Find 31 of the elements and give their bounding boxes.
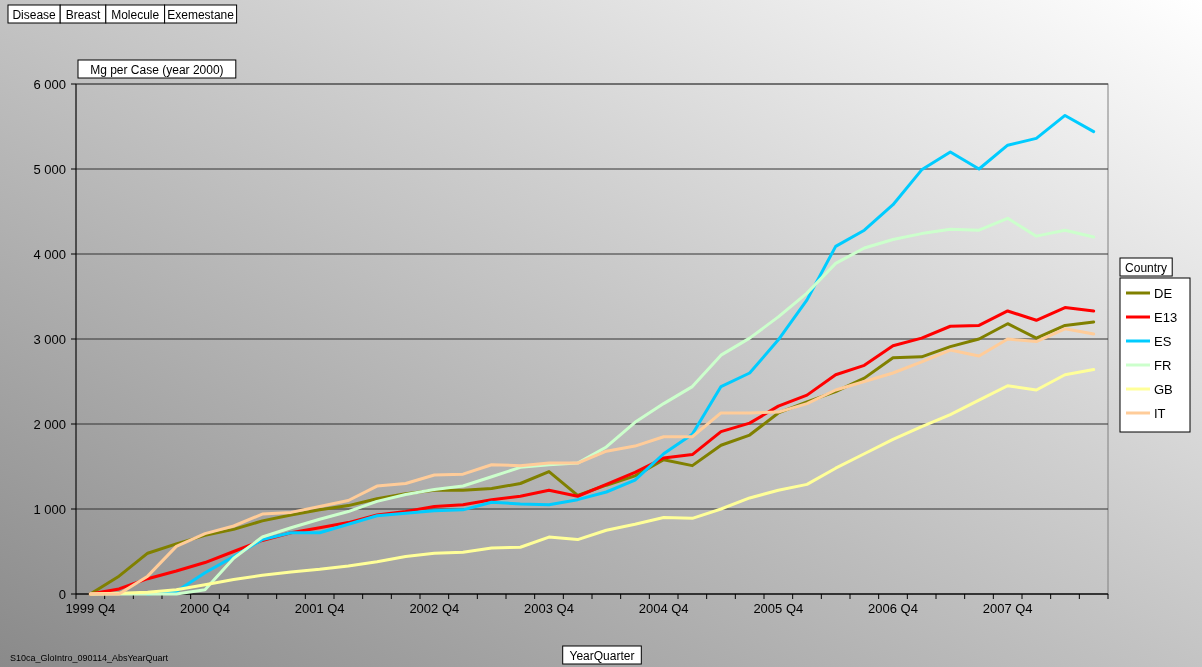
legend-label: DE	[1154, 286, 1173, 301]
x-tick-label: 1999 Q4	[65, 601, 116, 616]
text: Exemestane	[167, 7, 235, 22]
legend-label: GB	[1154, 382, 1173, 397]
x-tick-label: 2004 Q4	[638, 601, 689, 616]
y-tick-label: 2 000	[33, 416, 66, 432]
legend-label: IT	[1154, 406, 1166, 421]
x-tick-label: 2006 Q4	[868, 601, 918, 616]
legend-title: Country	[1125, 260, 1168, 275]
y-tick-label: 0	[58, 586, 66, 602]
x-tick-label: 2001 Q4	[294, 601, 345, 616]
y-axis-title: Mg per Case (year 2000)	[90, 62, 224, 77]
x-tick-label: 2000 Q4	[180, 601, 230, 616]
text: Molecule	[111, 7, 160, 22]
text: Disease	[12, 7, 57, 22]
text: S10ca_GloIntro_090114_AbsYearQuart	[10, 653, 169, 663]
x-tick-label: 2007 Q4	[982, 601, 1033, 616]
y-tick-label: 1 000	[33, 501, 66, 517]
legend-label: E13	[1154, 310, 1178, 325]
legend-label: FR	[1154, 358, 1172, 373]
x-tick-label: 2003 Q4	[524, 601, 574, 616]
y-tick-label: 4 000	[33, 246, 66, 262]
line-series	[88, 368, 1096, 596]
y-tick-label: 6 000	[33, 76, 66, 92]
x-axis-title: YearQuarter	[569, 648, 635, 663]
x-tick-label: 2005 Q4	[753, 601, 804, 616]
x-tick-label: 2002 Q4	[409, 601, 460, 616]
y-tick-label: 5 000	[33, 161, 66, 177]
y-tick-label: 3 000	[33, 331, 66, 347]
text: Breast	[65, 7, 101, 22]
legend-label: ES	[1154, 334, 1172, 349]
